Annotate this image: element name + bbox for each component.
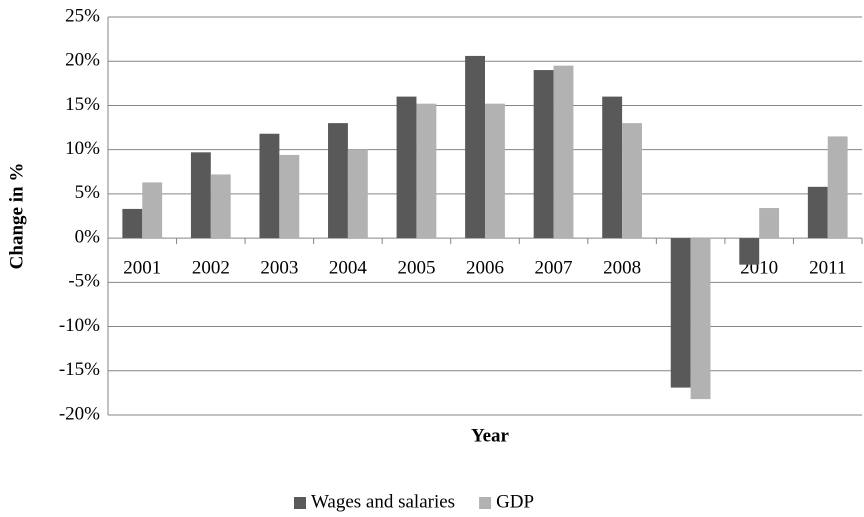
bar — [670, 238, 691, 388]
bar — [142, 182, 163, 239]
y-tick-label: -15% — [59, 359, 100, 380]
bar — [485, 103, 505, 239]
x-tick-label: 2005 — [397, 257, 435, 278]
bar — [416, 103, 437, 239]
bar — [739, 238, 760, 265]
bar — [328, 123, 348, 239]
bar — [465, 55, 485, 239]
bar — [827, 136, 848, 239]
x-tick-label: 2011 — [809, 257, 846, 278]
bar — [210, 174, 231, 239]
bar — [622, 123, 642, 239]
x-tick-label: 2003 — [260, 257, 298, 278]
legend-label: GDP — [496, 491, 534, 512]
x-tick-label: 2006 — [466, 257, 504, 278]
x-tick-label: 2002 — [192, 257, 230, 278]
legend-label: Wages and salaries — [311, 491, 455, 512]
bar — [122, 208, 143, 239]
bar — [807, 186, 828, 239]
x-axis-title: Year — [471, 425, 510, 446]
y-tick-label: -10% — [59, 315, 100, 336]
x-tick-label: 2008 — [603, 257, 641, 278]
bar — [190, 152, 211, 239]
y-tick-label: -20% — [59, 403, 100, 424]
y-tick-label: 0% — [75, 226, 101, 247]
y-tick-label: 25% — [65, 5, 100, 26]
bar — [259, 133, 280, 239]
legend-swatch — [479, 497, 492, 509]
bar — [553, 65, 574, 239]
y-axis-title: Change in % — [6, 163, 27, 270]
bar — [347, 149, 368, 239]
bar — [690, 238, 711, 400]
y-tick-label: 10% — [65, 138, 100, 159]
y-tick-label: 5% — [75, 182, 101, 203]
y-tick-label: -5% — [68, 271, 100, 292]
x-tick-label: 2001 — [123, 257, 161, 278]
bar — [279, 154, 300, 239]
bar — [533, 70, 554, 239]
legend-swatch — [294, 497, 306, 509]
y-tick-label: 20% — [65, 50, 100, 71]
bar — [602, 96, 623, 239]
bar — [759, 208, 780, 239]
y-tick-label: 15% — [65, 94, 100, 115]
x-tick-label: 2007 — [535, 257, 573, 278]
bar — [396, 96, 417, 239]
x-tick-label: 2004 — [329, 257, 368, 278]
